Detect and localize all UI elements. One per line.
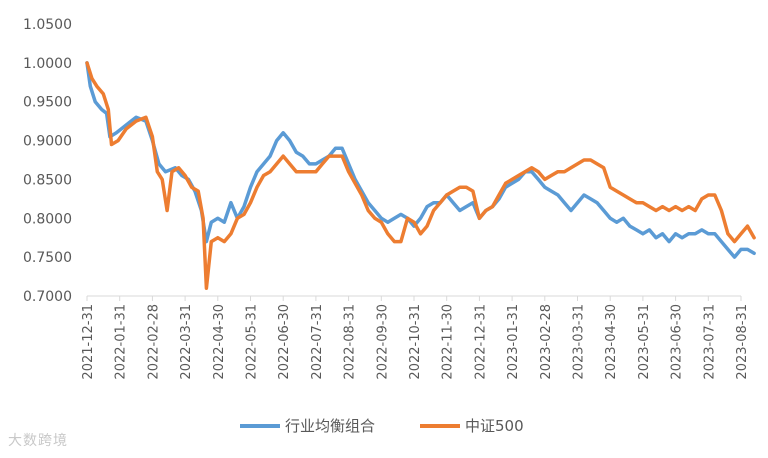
- x-tick-label: 2023-03-31: [572, 304, 587, 380]
- x-tick-label: 2023-06-30: [670, 304, 685, 380]
- x-tick-label: 2023-07-31: [702, 304, 717, 380]
- y-tick-label: 0.7000: [23, 289, 72, 305]
- x-tick-label: 2022-06-30: [277, 304, 292, 380]
- y-axis-tick-labels: 1.0500 1.0000 0.9500 0.9000 0.8500 0.8000 0.75…: [23, 17, 72, 305]
- x-tick-label: 2022-11-30: [441, 304, 456, 380]
- y-tick-label: 0.9500: [23, 95, 72, 111]
- x-tick-label: 2023-05-31: [637, 304, 652, 380]
- x-tick-label: 2022-08-31: [343, 304, 358, 380]
- y-tick-label: 0.8500: [23, 172, 72, 188]
- x-tick-label: 2021-12-31: [81, 304, 96, 380]
- x-tick-label: 2023-02-28: [539, 304, 554, 380]
- y-tick-label: 1.0500: [23, 17, 72, 33]
- legend: 行业均衡组合 中证500: [240, 417, 524, 435]
- x-tick-label: 2022-02-28: [146, 304, 161, 380]
- x-tick-label: 2023-04-30: [604, 304, 619, 380]
- x-tick-label: 2022-05-31: [245, 304, 260, 380]
- x-tick-label: 2022-07-31: [310, 304, 325, 380]
- x-axis-tick-marks: [86, 296, 742, 301]
- x-tick-label: 2023-08-31: [735, 304, 750, 380]
- x-tick-label: 2023-01-31: [506, 304, 521, 380]
- x-axis-tick-labels: 2021-12-31 2022-01-31 2022-02-28 2022-03-31…: [81, 304, 750, 380]
- x-tick-label: 2022-03-31: [179, 304, 194, 380]
- series-line-0: [85, 61, 756, 259]
- legend-label-1: 中证500: [465, 417, 524, 435]
- y-tick-label: 0.9000: [23, 134, 72, 150]
- series-line-1: [85, 61, 756, 290]
- y-tick-label: 0.8000: [23, 211, 72, 227]
- legend-label-0: 行业均衡组合: [285, 417, 375, 435]
- watermark: 大数跨境: [8, 433, 68, 449]
- y-tick-label: 1.0000: [23, 56, 72, 72]
- x-tick-label: 2022-10-31: [408, 304, 423, 380]
- y-tick-label: 0.7500: [23, 250, 72, 266]
- x-tick-label: 2022-12-31: [473, 304, 488, 380]
- x-tick-label: 2022-09-30: [375, 304, 390, 380]
- series-lines: [85, 61, 756, 290]
- x-tick-label: 2022-04-30: [212, 304, 227, 380]
- x-tick-label: 2022-01-31: [114, 304, 129, 380]
